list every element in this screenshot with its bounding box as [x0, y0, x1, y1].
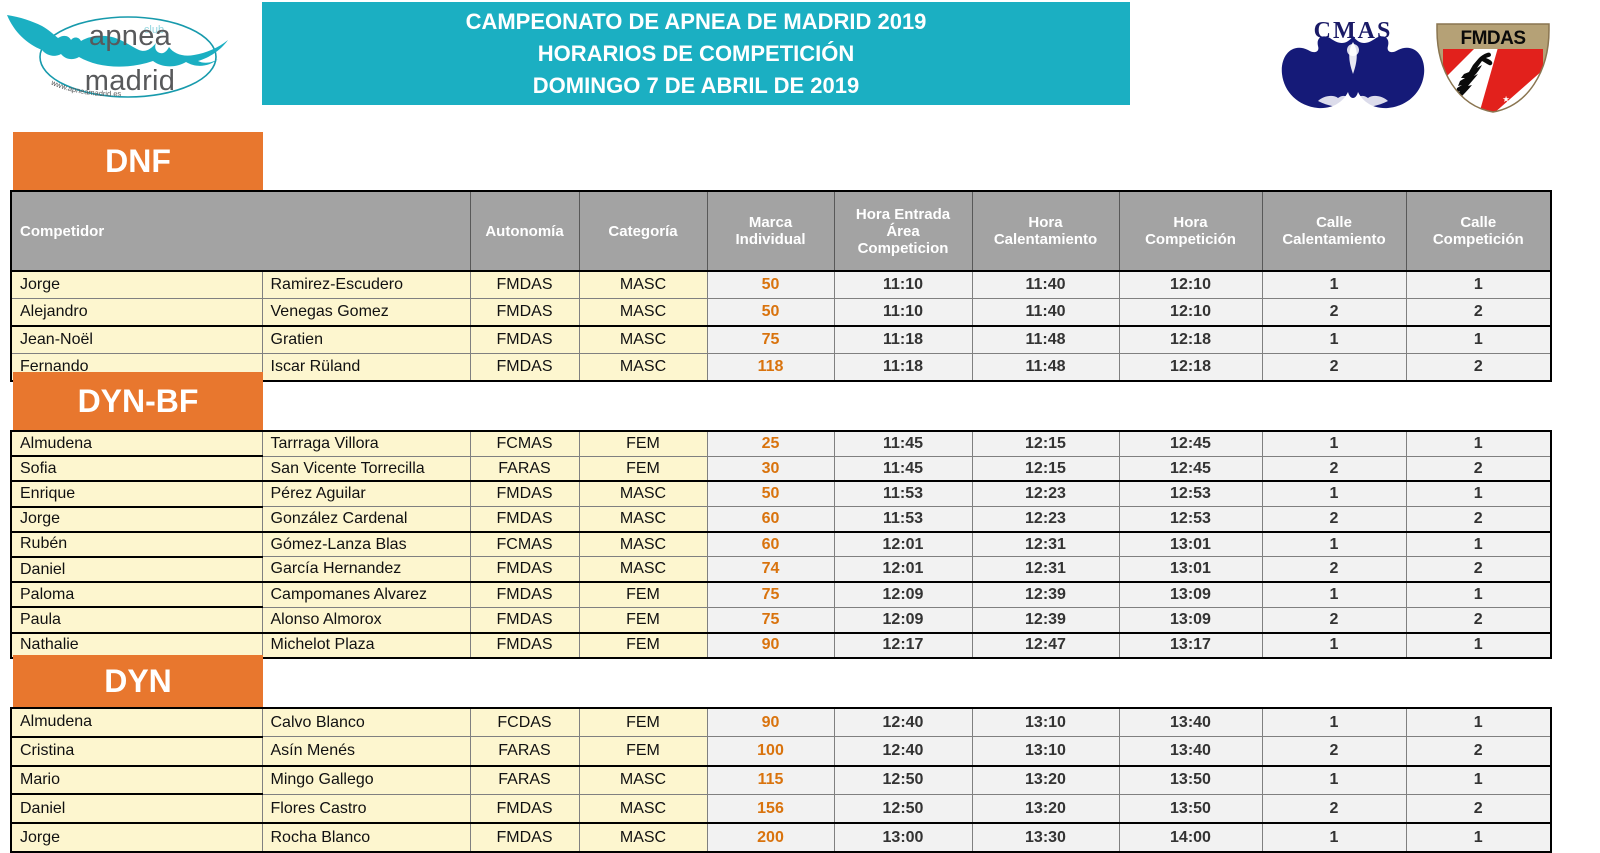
svg-text:★: ★	[1520, 103, 1528, 113]
svg-text:★: ★	[1529, 103, 1537, 113]
svg-text:FMDAS: FMDAS	[1460, 28, 1525, 49]
svg-text:apnea: apnea	[89, 20, 172, 52]
svg-text:★: ★	[1532, 94, 1540, 104]
